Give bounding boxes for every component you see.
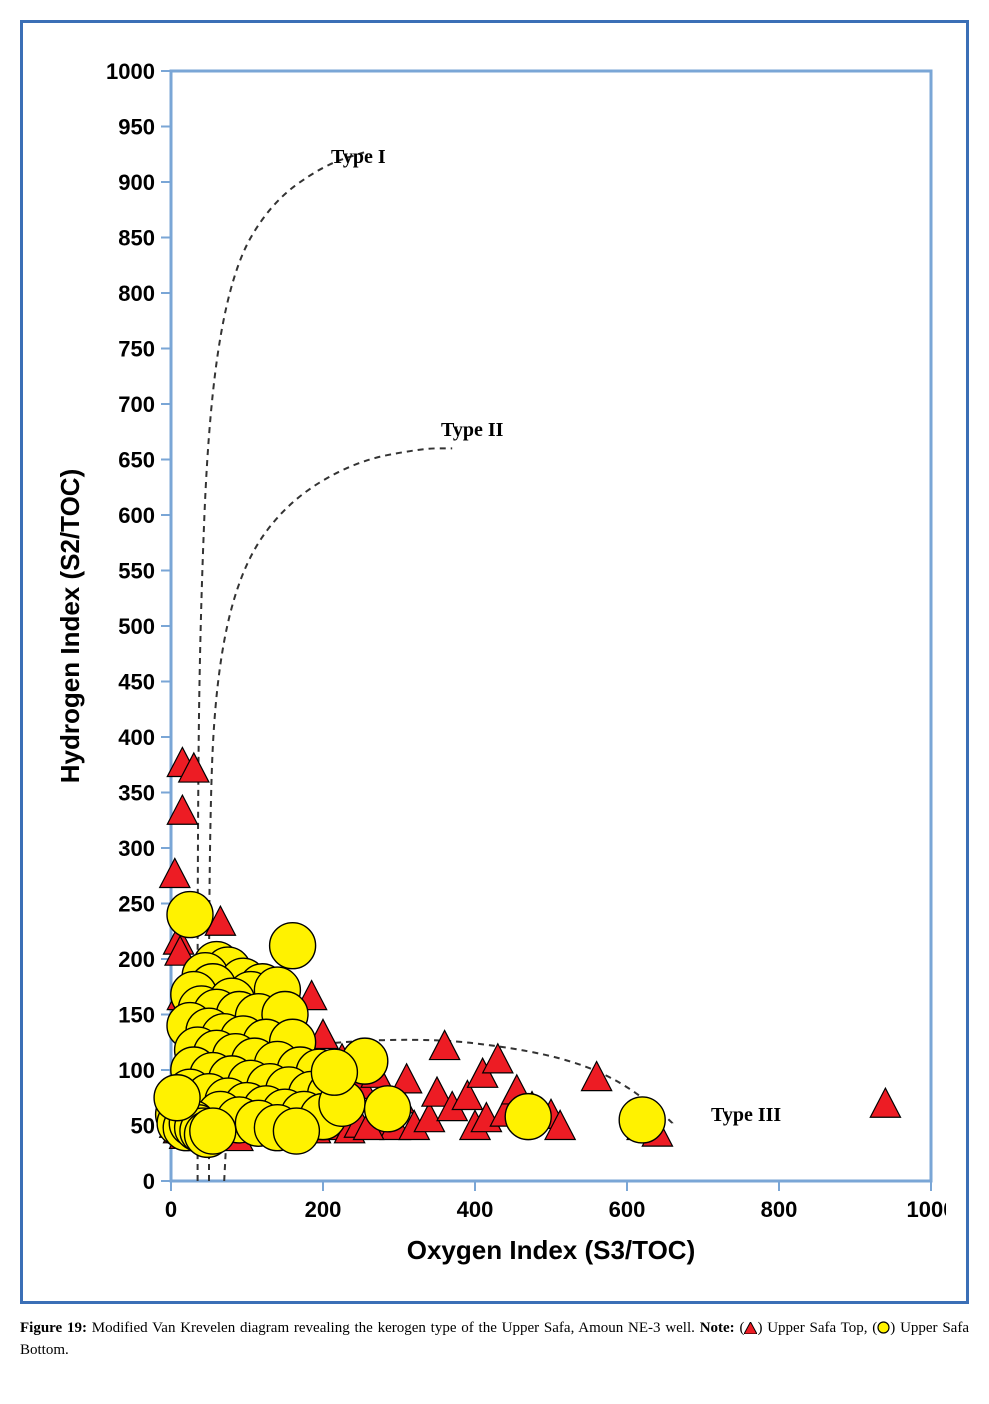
svg-text:800: 800 xyxy=(118,281,155,306)
svg-text:100: 100 xyxy=(118,1058,155,1083)
svg-text:700: 700 xyxy=(118,392,155,417)
svg-text:550: 550 xyxy=(118,559,155,584)
svg-text:150: 150 xyxy=(118,1003,155,1028)
svg-text:200: 200 xyxy=(118,947,155,972)
svg-text:950: 950 xyxy=(118,115,155,140)
svg-text:Hydrogen Index (S2/TOC): Hydrogen Index (S2/TOC) xyxy=(55,469,85,783)
triangle-icon xyxy=(744,1322,757,1334)
svg-text:900: 900 xyxy=(118,170,155,195)
svg-text:50: 50 xyxy=(131,1114,155,1139)
svg-text:450: 450 xyxy=(118,670,155,695)
caption-note-label: Note: xyxy=(700,1320,735,1336)
svg-text:850: 850 xyxy=(118,226,155,251)
caption-open-paren: ( xyxy=(735,1320,745,1336)
svg-text:750: 750 xyxy=(118,337,155,362)
caption-body: Modified Van Krevelen diagram revealing … xyxy=(87,1320,700,1336)
svg-text:Type III: Type III xyxy=(711,1104,781,1126)
svg-text:400: 400 xyxy=(118,725,155,750)
svg-text:Type I: Type I xyxy=(331,146,386,168)
svg-text:0: 0 xyxy=(165,1197,177,1222)
svg-text:Type II: Type II xyxy=(441,419,504,441)
svg-text:400: 400 xyxy=(457,1197,494,1222)
svg-text:250: 250 xyxy=(118,892,155,917)
svg-text:650: 650 xyxy=(118,448,155,473)
svg-text:350: 350 xyxy=(118,781,155,806)
svg-text:1000: 1000 xyxy=(907,1197,946,1222)
caption-tri-label: ) Upper Safa Top, ( xyxy=(757,1320,877,1336)
svg-text:800: 800 xyxy=(761,1197,798,1222)
svg-text:1000: 1000 xyxy=(106,59,155,84)
svg-text:500: 500 xyxy=(118,614,155,639)
chart-frame: 0 200 400 600 800 1000 0 50 100 150 200 250 300 350 40… xyxy=(20,20,969,1304)
circle-icon xyxy=(877,1321,890,1334)
svg-text:300: 300 xyxy=(118,836,155,861)
van-krevelen-chart: 0 200 400 600 800 1000 0 50 100 150 200 250 300 350 40… xyxy=(41,41,946,1271)
svg-text:200: 200 xyxy=(305,1197,342,1222)
svg-text:600: 600 xyxy=(609,1197,646,1222)
svg-text:0: 0 xyxy=(143,1169,155,1194)
svg-text:Oxygen Index (S3/TOC): Oxygen Index (S3/TOC) xyxy=(407,1235,695,1265)
caption-prefix: Figure 19: xyxy=(20,1320,87,1336)
plot-area: 0 200 400 600 800 1000 0 50 100 150 200 250 300 350 40… xyxy=(41,41,948,1271)
figure-caption: Figure 19: Modified Van Krevelen diagram… xyxy=(20,1318,969,1362)
figure-container: 0 200 400 600 800 1000 0 50 100 150 200 250 300 350 40… xyxy=(20,20,969,1362)
svg-text:600: 600 xyxy=(118,503,155,528)
